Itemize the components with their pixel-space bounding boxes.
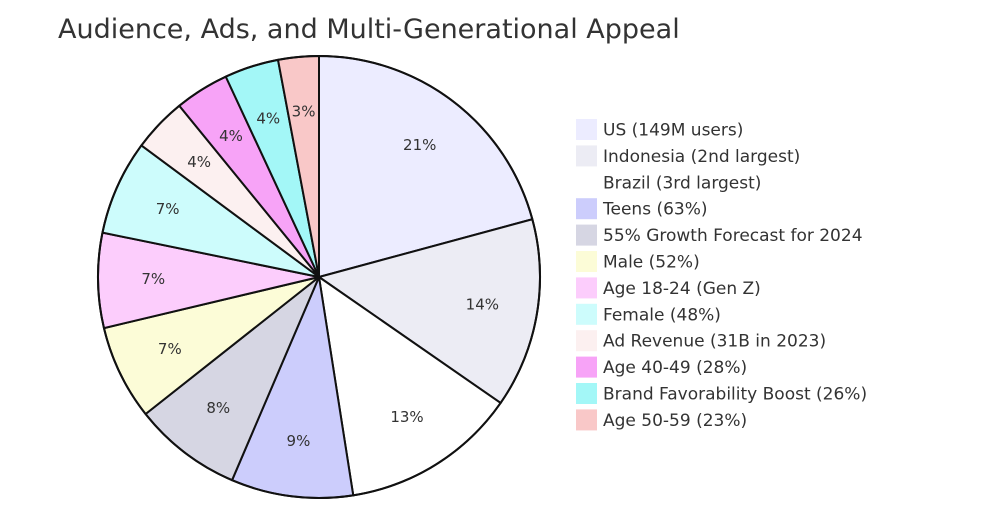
legend-item: US (149M users) (576, 119, 743, 141)
pie-slices (97, 55, 541, 499)
slice-percent-label: 7% (141, 270, 165, 288)
legend-label: Brand Favorability Boost (26%) (603, 385, 867, 405)
slice-percent-label: 21% (403, 136, 436, 154)
legend-swatch (576, 119, 597, 140)
legend: US (149M users) Indonesia (2nd largest) Br… (576, 119, 867, 431)
chart-title: Audience, Ads, and Multi-Generational Ap… (58, 14, 680, 45)
legend-label: Age 40-49 (28%) (603, 358, 747, 378)
slice-percent-label: 14% (466, 296, 499, 314)
slice-percent-label: 7% (158, 340, 182, 358)
slice-percent-label: 4% (187, 153, 211, 171)
legend-swatch (576, 224, 597, 246)
legend-label: US (149M users) (603, 121, 743, 141)
slice-percent-label: 4% (219, 127, 243, 145)
legend-label: Ad Revenue (31B in 2023) (603, 332, 826, 352)
slice-percent-label: 9% (287, 432, 311, 450)
legend-swatch (576, 145, 597, 167)
slice-percent-label: 7% (156, 200, 180, 218)
slice-percent-label: 8% (206, 399, 230, 417)
legend-swatch (576, 356, 597, 378)
legend-label: Age 50-59 (23%) (603, 411, 747, 431)
legend-label: Indonesia (2nd largest) (603, 147, 800, 167)
legend-label: 55% Growth Forecast for 2024 (603, 226, 863, 246)
legend-swatch (576, 171, 597, 193)
legend-label: Age 18-24 (Gen Z) (603, 279, 761, 299)
legend-item: Age 18-24 (Gen Z) (576, 277, 761, 299)
legend-item: Female (48%) (576, 303, 721, 325)
legend-swatch (576, 251, 597, 272)
legend-item: 55% Growth Forecast for 2024 (576, 224, 863, 246)
pie-outline (97, 55, 541, 499)
legend-swatch (576, 409, 597, 431)
legend-item: Age 50-59 (23%) (576, 409, 747, 431)
legend-label: Teens (63%) (602, 200, 708, 220)
legend-swatch (576, 198, 597, 220)
legend-swatch (576, 277, 597, 299)
slice-percent-label: 4% (256, 110, 280, 128)
slice-percent-label: 13% (390, 408, 423, 426)
legend-label: Brazil (3rd largest) (603, 173, 761, 193)
legend-item: Brazil (3rd largest) (576, 171, 761, 193)
legend-item: Indonesia (2nd largest) (576, 145, 800, 167)
legend-label: Male (52%) (603, 253, 700, 273)
slice-percent-label: 3% (292, 102, 316, 120)
legend-swatch (576, 383, 597, 404)
legend-item: Ad Revenue (31B in 2023) (576, 330, 826, 352)
legend-item: Age 40-49 (28%) (576, 356, 747, 378)
legend-swatch (576, 330, 597, 352)
legend-label: Female (48%) (603, 305, 721, 325)
legend-item: Teens (63%) (576, 198, 708, 220)
legend-item: Male (52%) (576, 251, 700, 273)
pie-slice-labels: 21% 14% 13% 9% 8% 7% 7% 7% 4% 4% 4% 3% (141, 102, 499, 450)
legend-item: Brand Favorability Boost (26%) (576, 383, 867, 405)
legend-swatch (576, 303, 597, 325)
